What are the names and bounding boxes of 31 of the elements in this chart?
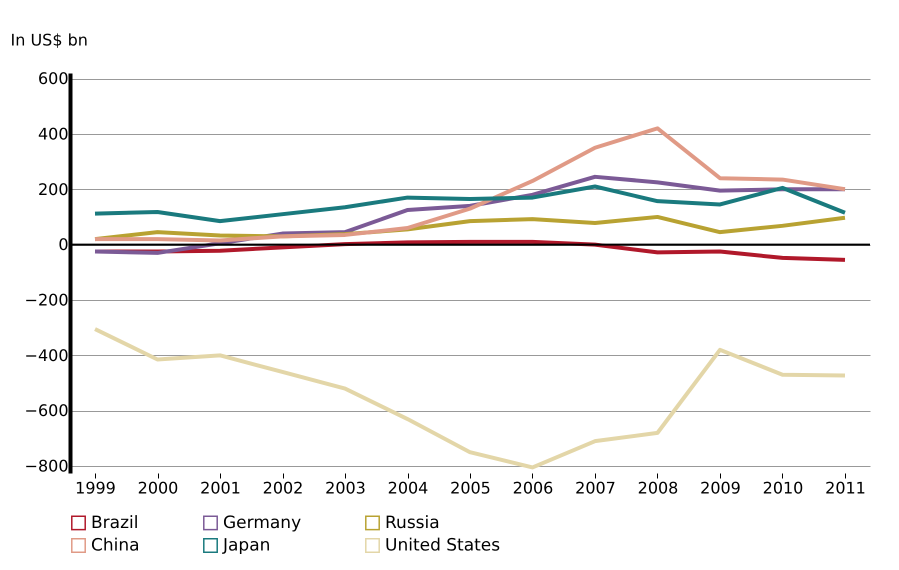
x-tick-label: 2005 [450,478,491,498]
x-tick-label: 2010 [762,478,804,498]
y-axis-title: In US$ bn [10,30,88,50]
x-tick-label: 2011 [825,478,866,498]
x-tick-label: 2007 [575,478,616,498]
x-tick-label: 2001 [200,478,241,498]
y-tick-label: −200 [24,290,68,310]
y-tick-label: −800 [24,456,68,476]
line-series [93,126,847,242]
y-tick-label: 200 [38,180,68,199]
legend-label: Russia [385,512,440,533]
x-tick-label: 2006 [512,478,554,498]
y-tick-label: 400 [38,124,68,144]
legend-label: United States [385,536,500,556]
legend-label: China [91,536,140,556]
line-series [93,184,847,224]
x-tick-label: 2008 [638,478,678,498]
x-tick-label: 1999 [75,478,116,498]
line-series [93,327,847,470]
y-tick-label: 600 [38,69,68,88]
legend-label: Brazil [91,512,138,533]
x-tick-label: 2000 [138,478,178,498]
y-tick-label: −600 [24,401,68,420]
x-tick-label: 2009 [700,478,741,498]
x-tick-label: 2004 [388,478,428,498]
x-tick-label: 2003 [325,478,366,498]
y-tick-label: 0 [58,235,68,254]
legend-label: Germany [223,512,302,533]
y-tick-label: −400 [24,346,68,365]
legend-label: Japan [222,536,270,556]
x-tick-label: 2002 [262,478,304,498]
